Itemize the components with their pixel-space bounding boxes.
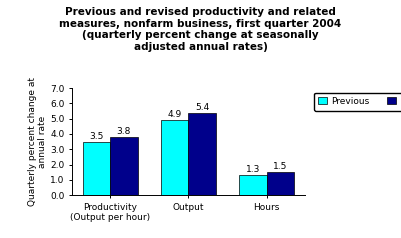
Bar [161, 120, 188, 195]
Y-axis label: Quarterly percent change at
annual rate: Quarterly percent change at annual rate [28, 77, 47, 206]
Text: 5.4: 5.4 [195, 103, 209, 112]
Bar [188, 113, 216, 195]
Text: 1.5: 1.5 [273, 162, 288, 171]
Bar [239, 175, 267, 195]
Text: 3.8: 3.8 [117, 127, 131, 136]
Bar [83, 142, 110, 195]
Text: Previous and revised productivity and related
measures, nonfarm business, first : Previous and revised productivity and re… [59, 7, 342, 52]
Text: 1.3: 1.3 [246, 165, 260, 174]
Bar [267, 172, 294, 195]
Text: 4.9: 4.9 [168, 110, 182, 119]
Text: 3.5: 3.5 [89, 132, 103, 141]
Legend: Previous, Revised: Previous, Revised [314, 93, 401, 111]
Bar [110, 137, 138, 195]
